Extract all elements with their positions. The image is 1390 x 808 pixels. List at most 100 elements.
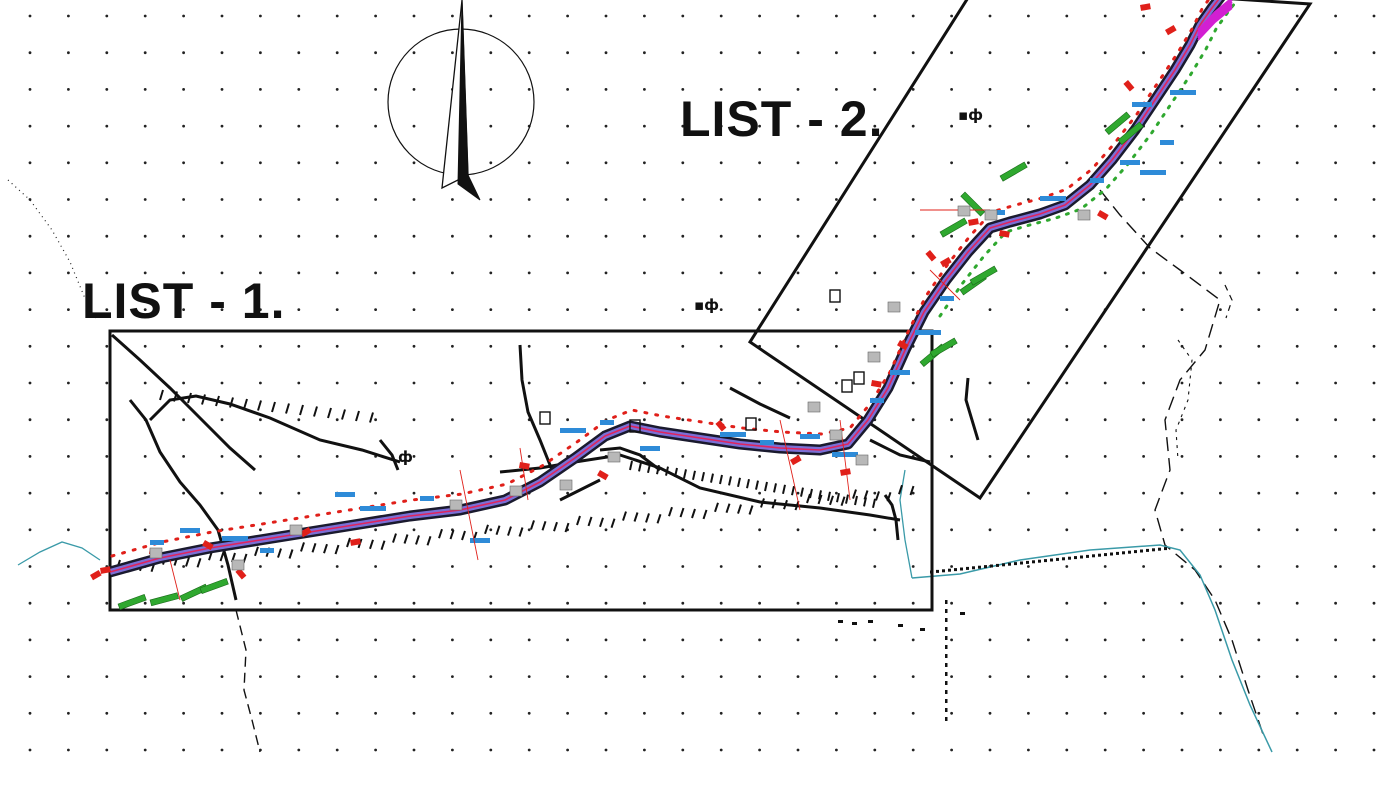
utility-mark bbox=[1014, 562, 1017, 566]
road-hatch bbox=[564, 522, 570, 533]
road-hatch bbox=[392, 533, 397, 543]
utility-mark-red bbox=[350, 538, 361, 546]
utility-mark bbox=[954, 568, 957, 572]
utility-mark bbox=[948, 568, 951, 572]
utility-bar-green bbox=[149, 592, 179, 607]
boundary-mark bbox=[945, 636, 948, 640]
road-hatch bbox=[243, 398, 248, 410]
road-hatch bbox=[840, 496, 846, 507]
road-hatch bbox=[254, 546, 259, 557]
water-line-left bbox=[17, 541, 101, 566]
map-glyph bbox=[629, 419, 641, 433]
fitting bbox=[829, 429, 843, 441]
road-hatch bbox=[299, 404, 304, 416]
utility-mark-red bbox=[300, 527, 312, 538]
utility-mark bbox=[1062, 557, 1065, 561]
road-hatch bbox=[898, 484, 903, 495]
magenta-line bbox=[1197, 7, 1233, 41]
utility-label-blue bbox=[1040, 196, 1066, 201]
road-hatch bbox=[599, 517, 604, 528]
road-hatch bbox=[836, 492, 840, 503]
water-line-right bbox=[899, 469, 913, 579]
road-hatch bbox=[277, 548, 282, 558]
road-hatch bbox=[346, 537, 351, 548]
fitting bbox=[509, 485, 523, 497]
utility-mark-red bbox=[100, 566, 111, 574]
road-hatch bbox=[229, 397, 234, 408]
utility-mark bbox=[1086, 554, 1089, 558]
utility-mark-red bbox=[1164, 25, 1177, 36]
utility-mark-red bbox=[90, 570, 102, 581]
road-hatch bbox=[829, 495, 834, 506]
utility-mark bbox=[1092, 554, 1095, 558]
fitting bbox=[607, 451, 621, 463]
magenta-line bbox=[1197, 0, 1233, 33]
utility-bar-green bbox=[929, 337, 958, 358]
road-hatch bbox=[656, 513, 662, 524]
red-utility-line bbox=[110, 0, 1211, 558]
utility-mark bbox=[1008, 562, 1011, 566]
secondary-road bbox=[111, 333, 256, 472]
road-hatch bbox=[725, 503, 731, 514]
utility-label-blue bbox=[800, 434, 820, 439]
boundary-mark bbox=[868, 620, 873, 623]
utility-mark-red bbox=[790, 455, 802, 466]
boundary-mark bbox=[945, 654, 948, 658]
utility-label-blue bbox=[720, 432, 746, 437]
road-hatch bbox=[674, 467, 678, 478]
utility-bar-green bbox=[1104, 111, 1131, 136]
water-line-right bbox=[911, 544, 1273, 753]
utility-mark bbox=[1038, 559, 1041, 563]
boundary-mark bbox=[945, 618, 948, 622]
boundary-mark bbox=[898, 624, 903, 627]
road-hatch bbox=[369, 539, 374, 550]
utility-mark bbox=[960, 567, 963, 571]
utility-mark-red bbox=[235, 568, 247, 580]
utility-mark bbox=[1044, 559, 1047, 563]
road-hatch bbox=[288, 549, 294, 559]
sheet-label-list-1: LIST - 1. bbox=[82, 273, 286, 329]
road-hatch bbox=[622, 511, 627, 521]
utility-bar-green bbox=[939, 217, 968, 238]
map-symbol: ▪ф bbox=[958, 106, 984, 124]
secondary-road bbox=[128, 399, 238, 601]
road-hatch bbox=[748, 505, 754, 515]
utility-mark-red bbox=[870, 380, 882, 388]
boundary-dashed bbox=[1224, 284, 1233, 319]
road-hatch bbox=[800, 487, 804, 497]
road-hatch bbox=[438, 528, 443, 539]
fitting bbox=[887, 301, 901, 313]
utility-label-blue bbox=[870, 398, 884, 403]
secondary-road bbox=[964, 377, 980, 441]
road-hatch bbox=[334, 544, 340, 555]
road-hatch bbox=[610, 518, 616, 529]
secondary-road bbox=[869, 438, 931, 464]
road-hatch bbox=[300, 542, 305, 552]
road-hatch bbox=[854, 495, 858, 506]
north-arrow-icon bbox=[457, 0, 481, 201]
utility-mark bbox=[1110, 552, 1113, 556]
utility-bar-green bbox=[999, 161, 1028, 182]
road-hatch bbox=[449, 529, 455, 540]
utility-mark-red bbox=[897, 340, 909, 351]
road-hatch bbox=[271, 401, 276, 413]
boundary-dotted bbox=[7, 179, 97, 319]
road-hatch bbox=[783, 499, 788, 510]
utility-mark bbox=[1128, 550, 1131, 554]
utility-label-blue bbox=[1140, 170, 1166, 175]
secondary-road bbox=[599, 446, 661, 472]
utility-mark bbox=[978, 565, 981, 569]
boundary-mark bbox=[945, 690, 948, 694]
green-utility-line bbox=[938, 0, 1240, 318]
utility-label-blue bbox=[1170, 90, 1196, 95]
road-hatch bbox=[827, 491, 831, 502]
fitting bbox=[855, 454, 869, 466]
utility-mark-red bbox=[940, 257, 952, 268]
road-hatch bbox=[311, 542, 317, 553]
utility-label-blue bbox=[600, 420, 614, 425]
road-hatch bbox=[755, 480, 759, 490]
road-hatch bbox=[629, 460, 633, 471]
utility-mark-red bbox=[201, 540, 214, 551]
